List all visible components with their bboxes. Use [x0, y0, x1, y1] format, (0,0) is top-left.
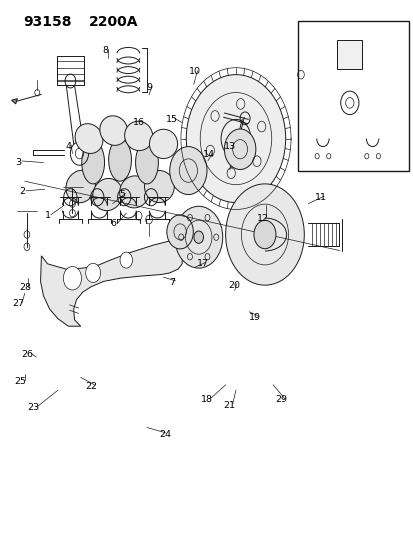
Text: 26: 26: [21, 350, 33, 359]
Ellipse shape: [149, 130, 177, 159]
Text: 8: 8: [102, 46, 108, 55]
Ellipse shape: [144, 171, 174, 203]
Circle shape: [63, 266, 81, 290]
Text: 14: 14: [203, 150, 214, 159]
Text: 6: 6: [111, 220, 116, 228]
Text: 9: 9: [146, 84, 152, 92]
Text: 10: 10: [188, 68, 200, 76]
Text: 29: 29: [275, 395, 287, 404]
Text: 21: 21: [223, 401, 235, 409]
Text: 22: 22: [85, 382, 97, 391]
Text: 11: 11: [314, 193, 326, 201]
Ellipse shape: [108, 139, 131, 181]
Text: 1: 1: [45, 212, 50, 220]
Text: 15: 15: [166, 116, 177, 124]
Bar: [297, 21, 408, 171]
Circle shape: [193, 231, 203, 244]
Circle shape: [85, 263, 100, 282]
Ellipse shape: [124, 121, 152, 151]
Text: 20: 20: [228, 281, 239, 289]
Circle shape: [225, 184, 304, 285]
Text: 16: 16: [133, 118, 144, 127]
Text: 13: 13: [223, 142, 235, 151]
Circle shape: [224, 129, 255, 169]
Polygon shape: [12, 99, 17, 104]
Ellipse shape: [100, 116, 128, 146]
Ellipse shape: [135, 141, 158, 184]
Circle shape: [253, 220, 275, 249]
Circle shape: [186, 75, 285, 203]
Polygon shape: [337, 40, 361, 69]
Text: 23: 23: [27, 403, 39, 412]
Text: 12: 12: [256, 214, 268, 223]
Text: 27: 27: [13, 300, 24, 308]
Circle shape: [174, 206, 222, 268]
Text: 18: 18: [201, 395, 212, 404]
Text: 3: 3: [16, 158, 21, 167]
Text: 24: 24: [159, 430, 171, 439]
Circle shape: [169, 147, 206, 195]
Ellipse shape: [119, 176, 149, 208]
Text: 19: 19: [248, 313, 260, 321]
Circle shape: [120, 252, 132, 268]
Circle shape: [166, 215, 193, 249]
Ellipse shape: [75, 124, 103, 154]
Text: 17: 17: [197, 260, 208, 268]
Text: 2200A: 2200A: [89, 15, 138, 29]
Text: 2: 2: [20, 188, 26, 196]
Ellipse shape: [93, 179, 122, 211]
Ellipse shape: [81, 141, 104, 184]
Ellipse shape: [66, 171, 95, 203]
Text: 4: 4: [65, 142, 71, 151]
Text: 28: 28: [19, 284, 31, 292]
Polygon shape: [40, 237, 182, 326]
Text: 25: 25: [15, 377, 26, 385]
Text: 5: 5: [119, 190, 125, 199]
Text: 93158: 93158: [23, 15, 71, 29]
Text: 7: 7: [169, 278, 174, 287]
